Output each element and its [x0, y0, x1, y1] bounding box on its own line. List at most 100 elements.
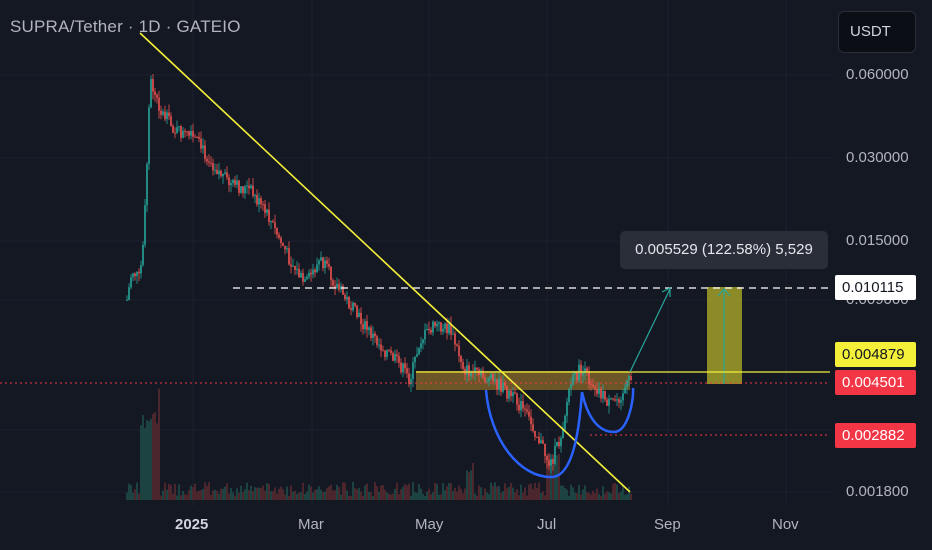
candle-body — [248, 185, 250, 189]
volume-bar — [228, 493, 230, 500]
candle-body — [256, 195, 258, 205]
candle-body — [262, 204, 264, 206]
volume-bar — [468, 472, 470, 500]
volume-bar — [190, 485, 192, 500]
candle-body — [452, 333, 454, 335]
volume-bar — [134, 489, 136, 500]
candle-body — [288, 248, 290, 265]
volume-bar — [258, 487, 260, 500]
candle-body — [292, 266, 294, 267]
currency-button[interactable]: USDT — [838, 11, 916, 53]
volume-bar — [156, 423, 158, 500]
candle-body — [356, 305, 358, 318]
candle-body — [376, 336, 378, 345]
candle-body — [142, 244, 144, 265]
volume-bar — [542, 491, 544, 500]
volume-bar — [334, 490, 336, 500]
volume-bar — [608, 492, 610, 500]
candle-body — [216, 169, 218, 175]
volume-bar — [294, 490, 296, 500]
candle-body — [168, 112, 170, 117]
candle-body — [552, 459, 554, 464]
volume-bar — [532, 488, 534, 500]
candle-body — [620, 400, 622, 403]
volume-bar — [372, 496, 374, 500]
volume-bar — [390, 494, 392, 500]
volume-bar — [324, 491, 326, 500]
candlesticks — [126, 74, 632, 474]
candle-body — [352, 302, 354, 310]
volume-bar — [426, 491, 428, 500]
volume-bar — [520, 484, 522, 500]
candle-body — [302, 273, 304, 282]
candle-body — [518, 404, 520, 411]
candle-body — [614, 399, 616, 401]
volume-bar — [602, 486, 604, 500]
candle-body — [588, 372, 590, 385]
volume-bar — [478, 485, 480, 500]
volume-bar — [504, 483, 506, 500]
volume-bar — [370, 492, 372, 500]
volume-bar — [240, 485, 242, 500]
projection-arrow — [629, 288, 671, 373]
candle-body — [140, 264, 142, 274]
volume-bar — [544, 495, 546, 500]
volume-bar — [188, 490, 190, 500]
candle-body — [430, 330, 432, 333]
volume-bar — [148, 421, 150, 500]
candle-body — [438, 322, 440, 324]
candle-body — [444, 323, 446, 329]
volume-bar — [418, 484, 420, 500]
candle-body — [204, 145, 206, 160]
volume-bar — [300, 492, 302, 500]
candle-body — [556, 442, 558, 446]
volume-bar — [132, 492, 134, 500]
candle-body — [136, 271, 138, 277]
volume-bar — [298, 492, 300, 500]
candle-body — [414, 356, 416, 363]
candle-body — [416, 354, 418, 357]
candle-body — [166, 112, 168, 120]
volume-bar — [184, 494, 186, 500]
volume-bar — [410, 495, 412, 500]
volume-bar — [274, 487, 276, 500]
candle-body — [432, 321, 434, 333]
volume-bar — [422, 493, 424, 500]
candle-body — [592, 384, 594, 387]
candle-body — [500, 378, 502, 392]
volume-bar — [628, 486, 630, 500]
volume-bar — [224, 486, 226, 500]
candle-body — [314, 269, 316, 273]
candle-body — [258, 198, 260, 205]
candle-body — [174, 132, 176, 134]
volume-bar — [248, 490, 250, 500]
volume-bar — [512, 487, 514, 500]
candle-body — [486, 381, 488, 383]
candle-body — [342, 285, 344, 295]
volume-bar — [192, 487, 194, 500]
candle-body — [286, 248, 288, 250]
candle-body — [192, 131, 194, 137]
candle-body — [290, 264, 292, 267]
volume-bar — [276, 493, 278, 500]
candle-body — [240, 186, 242, 193]
volume-bar — [592, 490, 594, 500]
candle-body — [480, 370, 482, 376]
candle-body — [586, 368, 588, 372]
candle-body — [514, 392, 516, 394]
volume-bar — [160, 495, 162, 500]
volume-bar — [142, 415, 144, 500]
candle-body — [474, 367, 476, 373]
candle-body — [196, 136, 198, 138]
volume-bar — [406, 485, 408, 500]
candle-body — [378, 344, 380, 346]
handle-curve — [580, 387, 635, 434]
candle-body — [476, 367, 478, 370]
volume-bar — [268, 483, 270, 500]
volume-bar — [546, 460, 548, 500]
volume-bar — [296, 494, 298, 500]
candle-body — [616, 399, 618, 401]
time-axis-label: Sep — [654, 516, 681, 533]
